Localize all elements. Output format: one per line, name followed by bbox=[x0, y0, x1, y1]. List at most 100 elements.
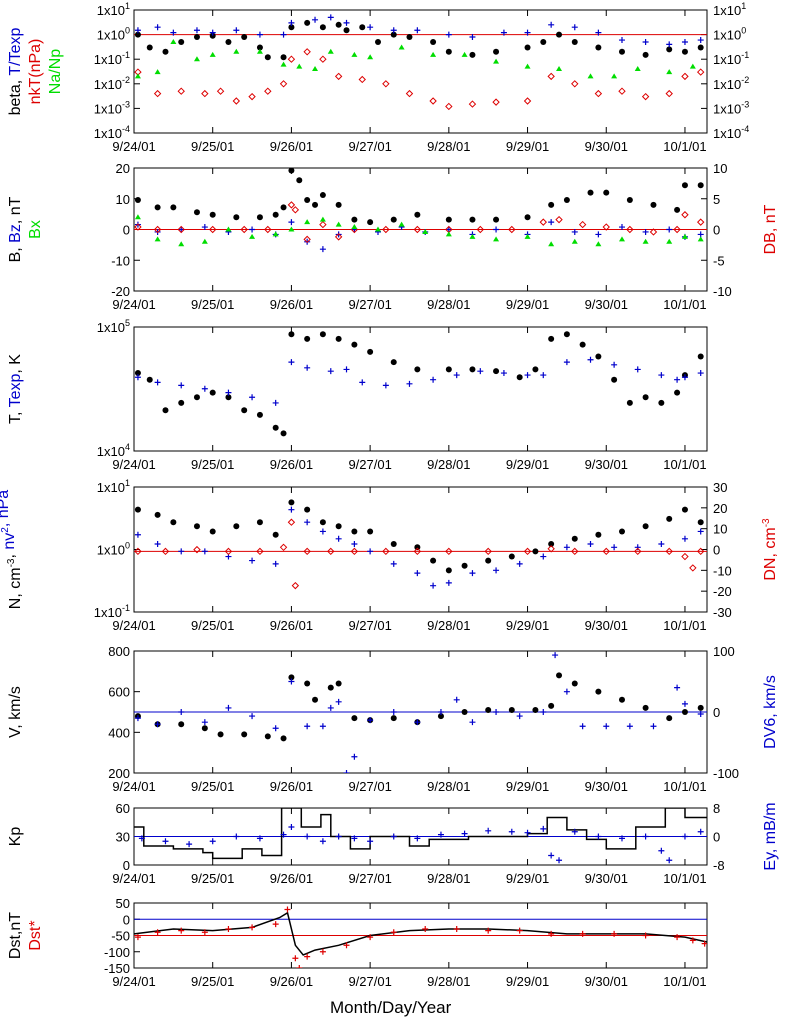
data-point bbox=[430, 39, 437, 46]
data-point bbox=[689, 63, 696, 69]
data-point bbox=[335, 698, 342, 705]
data-point bbox=[539, 218, 547, 226]
data-point bbox=[359, 379, 366, 386]
data-point bbox=[272, 231, 279, 237]
data-point bbox=[595, 531, 602, 538]
data-point bbox=[665, 89, 673, 98]
data-point bbox=[493, 567, 500, 574]
data-point bbox=[571, 39, 578, 46]
data-point bbox=[642, 833, 649, 840]
data-point bbox=[422, 228, 429, 234]
data-point bbox=[287, 201, 296, 209]
y-tick-label-right: 30 bbox=[713, 480, 727, 495]
data-point bbox=[626, 196, 633, 203]
data-point bbox=[414, 366, 421, 373]
data-point bbox=[674, 389, 681, 396]
data-point bbox=[319, 55, 327, 63]
data-point bbox=[351, 51, 358, 57]
data-point bbox=[249, 713, 256, 720]
data-point bbox=[138, 835, 145, 842]
data-point bbox=[666, 715, 673, 722]
data-point bbox=[445, 216, 452, 223]
data-point bbox=[469, 33, 476, 40]
y-tick-label-right: -10 bbox=[713, 284, 732, 299]
data-point bbox=[642, 39, 649, 46]
data-point bbox=[493, 58, 500, 64]
data-point bbox=[540, 39, 547, 46]
data-point bbox=[548, 219, 555, 226]
data-point bbox=[658, 399, 665, 406]
data-point bbox=[280, 430, 287, 437]
y-tick-label: 1x10-2 bbox=[94, 75, 130, 92]
data-point bbox=[280, 831, 287, 838]
data-point bbox=[555, 215, 563, 224]
data-point bbox=[516, 374, 523, 381]
data-point bbox=[681, 233, 688, 239]
data-point bbox=[201, 929, 208, 936]
data-point bbox=[595, 688, 602, 695]
data-point bbox=[548, 702, 555, 709]
data-point bbox=[681, 182, 688, 189]
data-point bbox=[556, 672, 563, 679]
data-point bbox=[153, 225, 162, 234]
data-point bbox=[548, 852, 555, 859]
panel-frame bbox=[133, 9, 708, 134]
data-point bbox=[134, 715, 141, 722]
data-point bbox=[642, 394, 649, 401]
data-point bbox=[642, 238, 649, 244]
data-point bbox=[453, 926, 460, 932]
data-point bbox=[193, 209, 200, 216]
data-point bbox=[500, 370, 507, 377]
data-point bbox=[319, 216, 326, 222]
x-tick-label: 9/24/01 bbox=[112, 618, 155, 633]
data-point bbox=[430, 51, 437, 57]
data-point bbox=[445, 31, 452, 38]
data-point bbox=[241, 731, 248, 738]
data-point bbox=[666, 41, 673, 48]
data-point bbox=[603, 723, 610, 730]
data-point bbox=[697, 828, 704, 835]
data-point bbox=[233, 214, 240, 221]
data-point bbox=[296, 965, 303, 968]
data-point bbox=[351, 224, 358, 230]
y-axis-label: T, Texp, K bbox=[7, 354, 24, 424]
data-point bbox=[658, 847, 665, 854]
x-tick-label: 10/1/01 bbox=[663, 779, 706, 794]
data-point bbox=[390, 27, 397, 34]
data-point bbox=[134, 214, 141, 220]
x-tick-label: 9/24/01 bbox=[112, 779, 155, 794]
data-point bbox=[335, 335, 342, 342]
data-point bbox=[134, 370, 141, 377]
y-axis-label-2: nkT(nPa) bbox=[27, 39, 44, 105]
data-point bbox=[524, 233, 531, 239]
data-point bbox=[335, 221, 342, 227]
x-tick-label: 9/29/01 bbox=[506, 297, 549, 312]
data-point bbox=[532, 366, 539, 373]
data-point bbox=[414, 211, 421, 218]
data-point bbox=[335, 833, 342, 840]
data-point bbox=[303, 547, 311, 556]
data-point bbox=[162, 407, 169, 414]
data-point bbox=[134, 27, 141, 34]
panel-density bbox=[133, 486, 708, 613]
data-point bbox=[343, 19, 350, 26]
data-point bbox=[303, 48, 311, 56]
data-point bbox=[350, 547, 359, 556]
data-point bbox=[618, 236, 625, 242]
data-point bbox=[351, 753, 358, 760]
data-point bbox=[153, 89, 162, 98]
x-tick-label: 9/30/01 bbox=[585, 779, 628, 794]
data-point bbox=[390, 709, 397, 715]
x-tick-label: 9/26/01 bbox=[270, 871, 313, 886]
x-tick-label: 9/24/01 bbox=[112, 457, 155, 472]
data-point bbox=[484, 547, 492, 556]
data-point bbox=[430, 582, 437, 589]
data-point bbox=[697, 37, 704, 44]
y-axis-label-3: Na/Np bbox=[47, 49, 64, 94]
x-tick-label: 10/1/01 bbox=[663, 139, 706, 154]
y-tick-label-right: -100 bbox=[713, 766, 739, 781]
data-point bbox=[594, 89, 603, 98]
data-point bbox=[288, 331, 295, 338]
y-axis-label: beta, T/Texp bbox=[7, 28, 24, 116]
data-point bbox=[658, 372, 665, 379]
